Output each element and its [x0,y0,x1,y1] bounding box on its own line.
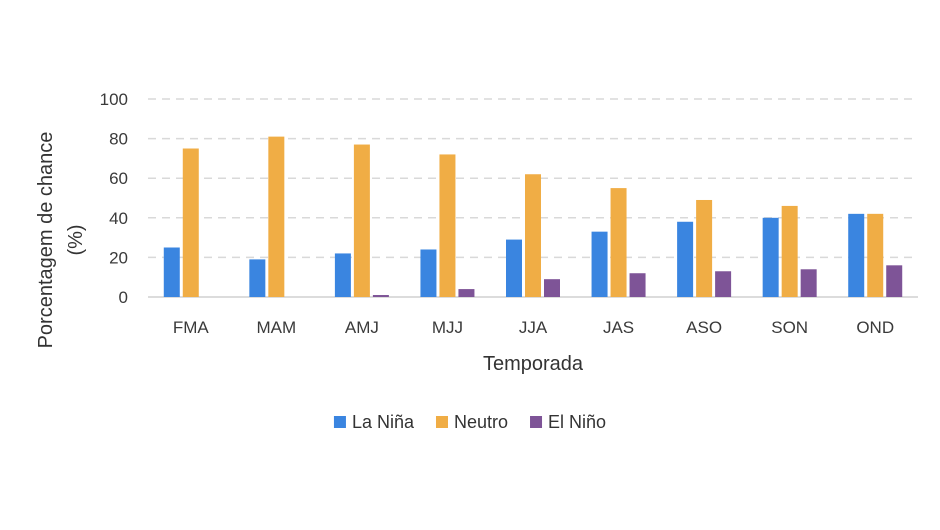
y-tick-label: 80 [109,130,128,149]
bar-la-ni-a-jja [506,239,522,297]
legend: La Niña Neutro El Niño [333,412,606,432]
bar-neutro-jja [525,174,541,297]
y-tick-label: 20 [109,248,128,267]
bar-neutro-mjj [439,154,456,297]
bar-neutro-son [781,205,798,297]
bar-el-ni-o-aso [715,271,732,297]
bar-neutro-aso [696,199,713,297]
y-tick-label: 100 [100,90,128,109]
bar-el-ni-o-jja [544,279,560,297]
x-tick-label: MAM [256,318,296,337]
x-tick-label: ASO [686,318,722,337]
bar-la-ni-a-son [762,217,779,297]
bar-el-ni-o-jas [629,273,646,297]
bar-el-ni-o-ond [886,265,903,297]
legend-swatch-la-ni-a [333,416,346,428]
bar-neutro-ond [867,213,884,297]
bar-el-ni-o-amj [372,295,389,297]
bar-la-ni-a-ond [848,213,865,297]
legend-label-neutro: Neutro [454,412,508,432]
legend-label-el-ni-o: El Niño [548,412,606,432]
x-tick-label: JAS [603,318,634,337]
y-axis-title: Porcentagem de chance (%) [35,132,87,349]
legend-swatch-neutro [435,416,448,428]
x-axis-ticks: FMA MAM AMJ MJJ JJA JAS ASO SON OND [173,318,894,337]
x-axis-title: Temporada [483,353,584,375]
bar-neutro-jas [610,188,627,297]
bar-la-ni-a-mjj [420,249,437,297]
bar-el-ni-o-son [800,269,817,297]
bar-la-ni-a-amj [334,253,351,297]
bar-la-ni-a-fma [163,247,180,297]
bar-neutro-fma [182,148,199,297]
x-tick-label: AMJ [345,318,379,337]
legend-swatch-el-ni-o [530,416,543,428]
y-axis-title-line1: Porcentagem de chance [35,132,57,349]
x-tick-label: SON [771,318,808,337]
bar-la-ni-a-mam [249,259,266,297]
bars [163,136,903,297]
bar-la-ni-a-aso [677,221,694,297]
x-tick-label: FMA [173,318,210,337]
x-tick-label: MJJ [432,318,463,337]
bar-el-ni-o-mjj [458,289,475,297]
y-tick-label: 60 [109,169,128,188]
y-axis-title-line2: (%) [65,224,87,255]
bar-neutro-amj [353,144,370,297]
x-tick-label: JJA [519,318,548,337]
y-axis-ticks: 0 20 40 60 80 100 [100,90,128,307]
bar-la-ni-a-jas [591,231,608,297]
legend-label-la-ni-a: La Niña [352,412,415,432]
y-tick-label: 0 [119,288,128,307]
x-tick-label: OND [856,318,894,337]
bar-neutro-mam [268,136,285,297]
y-tick-label: 40 [109,209,128,228]
